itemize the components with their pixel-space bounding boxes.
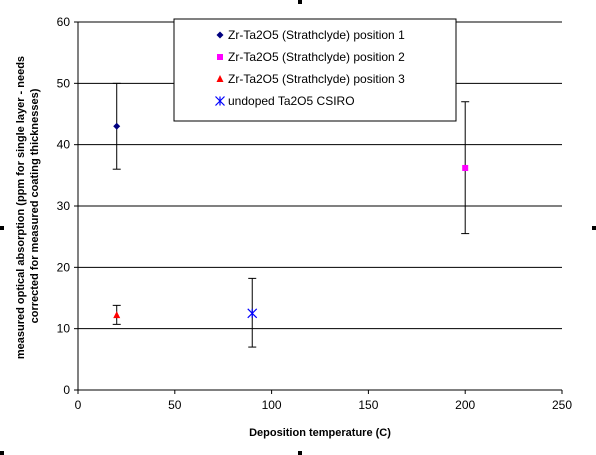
x-tick-label-2: 100 <box>262 398 282 412</box>
data-point-series-3-0 <box>113 311 121 319</box>
data-point-series-4-0 <box>247 308 258 319</box>
x-tick-label-4: 200 <box>455 398 475 412</box>
x-axis-title: Deposition temperature (C) <box>249 427 391 439</box>
selection-handle-left[interactable] <box>0 226 4 230</box>
y-axis-ticks: 0 10 20 30 40 50 60 <box>57 15 78 397</box>
y-tick-label-4: 40 <box>57 138 71 152</box>
selection-handle-bottom-left[interactable] <box>0 451 4 455</box>
legend-label-4: undoped Ta2O5 CSIRO <box>228 94 355 108</box>
selection-handle-bottom[interactable] <box>298 451 302 455</box>
x-axis-ticks: 0 50 100 150 200 250 <box>75 390 572 412</box>
legend: Zr-Ta2O5 (Strathclyde) position 1 Zr-Ta2O… <box>173 18 457 122</box>
y-tick-label-2: 20 <box>57 260 71 274</box>
y-tick-label-3: 30 <box>57 199 71 213</box>
y-axis-title-line-1: measured optical absorption (ppm for sin… <box>15 56 27 359</box>
selection-handle-right[interactable] <box>592 226 596 230</box>
data-marks <box>112 82 470 348</box>
x-tick-label-0: 0 <box>75 398 82 412</box>
legend-marker-2 <box>217 54 223 60</box>
selection-handle-top[interactable] <box>298 0 302 4</box>
data-point-series-2-0 <box>462 164 469 171</box>
y-axis-title-line-2: corrected for measured coating thickness… <box>29 88 41 323</box>
legend-marker-3 <box>216 75 224 82</box>
x-tick-label-5: 250 <box>552 398 572 412</box>
y-tick-label-5: 50 <box>57 76 71 90</box>
legend-marker-4 <box>215 96 225 106</box>
y-tick-label-1: 10 <box>57 322 71 336</box>
y-axis-title: measured optical absorption (ppm for sin… <box>15 53 41 359</box>
x-tick-label-3: 150 <box>358 398 378 412</box>
legend-label-1: Zr-Ta2O5 (Strathclyde) position 1 <box>228 28 405 42</box>
data-point-series-1-0 <box>113 122 121 130</box>
y-tick-label-6: 60 <box>57 15 71 29</box>
legend-label-3: Zr-Ta2O5 (Strathclyde) position 3 <box>228 72 405 86</box>
x-tick-label-1: 50 <box>168 398 182 412</box>
y-tick-label-0: 0 <box>63 383 70 397</box>
legend-marker-1 <box>216 31 224 39</box>
legend-label-2: Zr-Ta2O5 (Strathclyde) position 2 <box>228 50 405 64</box>
